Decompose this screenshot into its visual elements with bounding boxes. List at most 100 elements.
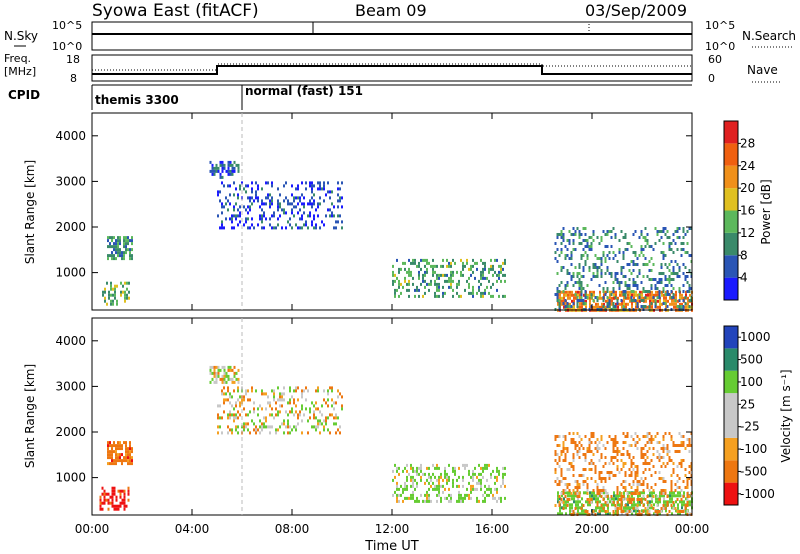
data-cell — [331, 202, 333, 206]
data-cell — [279, 392, 281, 396]
data-cell — [107, 462, 109, 466]
data-cell — [576, 296, 579, 299]
data-cell — [323, 181, 325, 185]
data-cell — [622, 257, 625, 260]
data-cell — [666, 462, 669, 465]
data-cell — [554, 468, 557, 471]
nave-label: Nave — [747, 63, 778, 77]
y-tick-label: 1000 — [55, 266, 86, 280]
colorbar-frame — [723, 325, 739, 506]
data-cell — [504, 466, 506, 470]
data-cell — [671, 512, 673, 516]
data-cell — [412, 478, 414, 482]
data-cell — [219, 163, 222, 167]
data-cell — [410, 496, 412, 500]
data-cell — [325, 422, 327, 426]
data-cell — [666, 495, 669, 498]
data-cell — [611, 500, 613, 504]
data-cell — [664, 275, 667, 278]
data-cell — [656, 495, 659, 498]
data-cell — [679, 494, 681, 498]
data-cell — [574, 233, 577, 236]
data-cell — [233, 389, 235, 393]
data-cell — [622, 498, 625, 501]
data-cell — [115, 251, 117, 255]
x-tick-label: 04:00 — [175, 522, 210, 536]
data-cell — [602, 489, 605, 492]
data-cell — [683, 491, 685, 495]
data-cell — [580, 287, 583, 290]
data-cell — [599, 305, 601, 309]
data-cell — [628, 284, 631, 287]
data-cell — [279, 410, 281, 414]
data-cell — [474, 472, 476, 476]
data-cell — [233, 169, 236, 173]
data-cell — [618, 287, 621, 290]
data-cell — [289, 386, 291, 390]
data-cell — [676, 275, 679, 278]
data-cell — [283, 422, 285, 426]
data-cell — [577, 290, 579, 294]
data-cell — [604, 293, 607, 296]
data-cell — [444, 475, 446, 479]
data-cell — [313, 416, 315, 420]
data-cell — [662, 272, 665, 275]
data-cell — [325, 419, 327, 423]
data-cell — [570, 257, 573, 260]
data-cell — [412, 469, 414, 473]
data-cell — [107, 254, 109, 258]
data-cell — [558, 483, 561, 486]
data-cell — [597, 305, 599, 309]
data-cell — [233, 181, 235, 185]
data-cell — [673, 494, 675, 498]
data-cell — [662, 444, 665, 447]
data-cell — [686, 242, 689, 245]
data-cell — [223, 398, 225, 402]
data-cell — [666, 284, 669, 287]
data-cell — [243, 407, 245, 411]
data-cell — [662, 254, 665, 257]
data-cell — [317, 407, 319, 411]
data-cell — [595, 509, 597, 513]
data-cell — [662, 227, 665, 230]
data-cell — [472, 475, 474, 479]
data-cell — [418, 499, 420, 503]
data-cell — [504, 472, 506, 476]
data-cell — [662, 447, 665, 450]
data-cell — [558, 254, 561, 257]
data-cell — [564, 495, 567, 498]
data-cell — [562, 447, 565, 450]
data-cell — [247, 398, 249, 402]
data-cell — [658, 239, 661, 242]
data-cell — [614, 450, 617, 453]
data-cell — [559, 509, 561, 513]
data-cell — [470, 487, 472, 491]
data-cell — [454, 472, 456, 476]
data-cell — [594, 471, 597, 474]
data-cell — [478, 478, 480, 482]
data-cell — [275, 413, 277, 417]
data-cell — [414, 469, 416, 473]
data-cell — [402, 487, 404, 491]
data-cell — [578, 299, 581, 302]
data-cell — [557, 494, 559, 498]
data-cell — [235, 371, 238, 375]
data-cell — [305, 181, 307, 185]
data-cell — [105, 498, 108, 502]
data-cell — [624, 480, 627, 483]
data-cell — [572, 510, 575, 513]
data-cell — [668, 459, 671, 462]
data-cell — [259, 205, 261, 209]
data-cell — [672, 501, 675, 504]
data-cell — [646, 510, 649, 513]
data-cell — [670, 278, 673, 281]
data-cell — [610, 230, 613, 233]
data-cell — [611, 290, 613, 294]
data-cell — [556, 236, 559, 239]
data-cell — [436, 276, 438, 280]
data-cell — [588, 438, 591, 441]
data-cell — [404, 496, 406, 500]
data-cell — [285, 211, 287, 215]
data-cell — [223, 392, 225, 396]
data-cell — [295, 428, 297, 432]
